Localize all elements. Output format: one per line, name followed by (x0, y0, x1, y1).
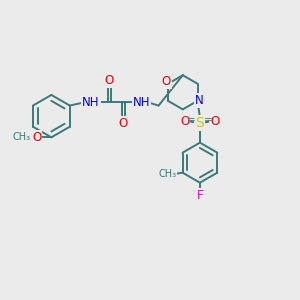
Text: CH₃: CH₃ (13, 132, 31, 142)
Text: S: S (196, 116, 204, 130)
Text: NH: NH (133, 95, 150, 109)
Text: O: O (105, 74, 114, 87)
Text: O: O (161, 75, 171, 88)
Text: =: = (187, 115, 196, 125)
Text: O: O (180, 115, 190, 128)
Text: O: O (210, 115, 220, 128)
Text: O: O (32, 131, 41, 144)
Text: =: = (204, 115, 213, 125)
Text: NH: NH (82, 95, 100, 109)
Text: O: O (119, 117, 128, 130)
Text: F: F (196, 188, 203, 202)
Text: CH₃: CH₃ (158, 169, 176, 179)
Text: N: N (195, 94, 204, 107)
